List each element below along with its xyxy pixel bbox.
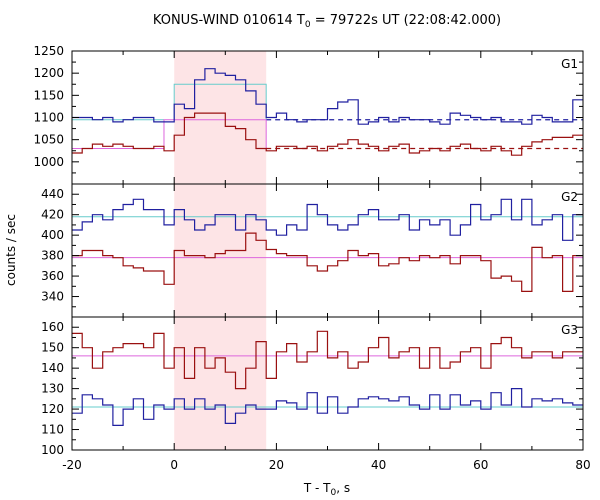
y-tick-label: 1100 (33, 111, 64, 125)
panel-label-g2: G2 (561, 190, 578, 204)
y-tick-label: 360 (41, 269, 64, 283)
x-tick-label: -20 (62, 458, 82, 472)
frame-layer (71, 50, 584, 451)
g1-red-ref-during (163, 119, 267, 149)
panel-label-g3: G3 (561, 323, 578, 337)
y-tick-label: 160 (41, 320, 64, 334)
x-tick-label: 0 (170, 458, 178, 472)
series-g2-red (72, 232, 583, 292)
y-tick-label: 340 (41, 290, 64, 304)
y-tick-label: 120 (41, 402, 64, 416)
y-tick-label: 440 (41, 187, 64, 201)
y-tick-label: 420 (41, 208, 64, 222)
series-g3-red (72, 330, 583, 390)
x-tick-label: 60 (473, 458, 488, 472)
series-g2-blue (72, 198, 583, 241)
highlight-layer (174, 51, 267, 450)
series-g1-blue (72, 68, 583, 125)
highlight-interval (174, 51, 267, 450)
y-tick-label: 1200 (33, 66, 64, 80)
series-g3-blue (72, 388, 583, 426)
panel-frame-g2 (71, 183, 584, 318)
g1-blue-ref-during (173, 83, 267, 120)
y-tick-label: 140 (41, 361, 64, 375)
y-tick-label: 1150 (33, 88, 64, 102)
y-tick-label: 380 (41, 249, 64, 263)
y-tick-label: 100 (41, 443, 64, 457)
y-tick-label: 110 (41, 423, 64, 437)
chart-title: KONUS-WIND 010614 T0 = 79722s UT (22:08:… (153, 13, 501, 30)
text-layer: KONUS-WIND 010614 T0 = 79722s UT (22:08:… (4, 13, 591, 498)
y-tick-label: 400 (41, 228, 64, 242)
y-tick-label: 150 (41, 341, 64, 355)
y-tick-label: 1250 (33, 44, 64, 58)
y-axis-label: counts / sec (4, 214, 18, 286)
x-axis-label: T - T0, s (303, 481, 350, 498)
series-g1-red (72, 112, 583, 156)
y-tick-label: 1000 (33, 155, 64, 169)
x-tick-label: 80 (575, 458, 590, 472)
y-tick-label: 1050 (33, 133, 64, 147)
y-tick-label: 130 (41, 382, 64, 396)
data-layer (72, 68, 583, 426)
x-tick-label: 40 (371, 458, 386, 472)
x-tick-label: 20 (269, 458, 284, 472)
panel-label-g1: G1 (561, 57, 578, 71)
